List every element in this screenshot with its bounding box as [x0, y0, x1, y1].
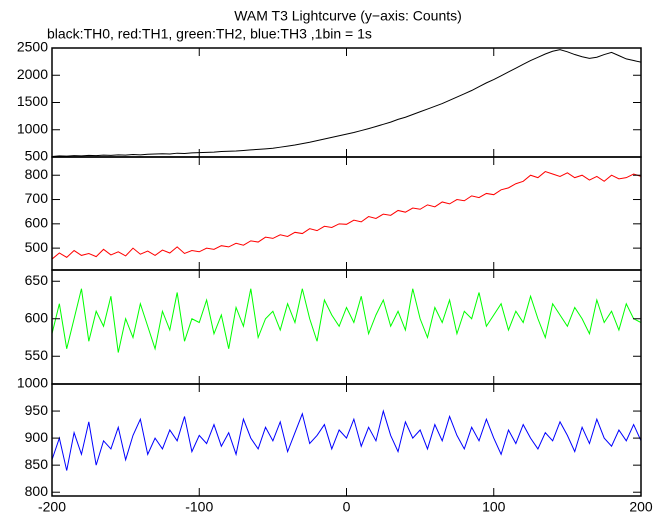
- y-tick-label: 550: [25, 347, 49, 363]
- y-tick-label: 1000: [17, 375, 48, 391]
- y-tick-label: 1000: [17, 120, 48, 136]
- chart-title: WAM T3 Lightcurve (y−axis: Counts): [234, 8, 462, 24]
- x-tick-label: -200: [38, 499, 66, 515]
- y-tick-label: 850: [25, 456, 49, 472]
- x-tick-label: 0: [343, 499, 351, 515]
- panel-frame: [51, 47, 642, 158]
- y-tick-label: 500: [25, 239, 49, 255]
- chart-subtitle: black:TH0, red:TH1, green:TH2, blue:TH3 …: [47, 26, 372, 42]
- y-tick-label: 700: [25, 190, 49, 206]
- y-tick-label: 600: [25, 309, 49, 325]
- y-tick-label: 950: [25, 402, 49, 418]
- y-tick-label: 1500: [17, 93, 48, 109]
- panel-frame: [51, 383, 642, 497]
- series-line: [52, 49, 641, 157]
- x-tick-label: 100: [482, 499, 506, 515]
- y-tick-label: 2000: [17, 66, 48, 82]
- y-tick-label: 600: [25, 215, 49, 231]
- y-tick-label: 800: [25, 483, 49, 499]
- x-tick-label: -100: [185, 499, 213, 515]
- y-tick-label: 500: [25, 148, 49, 164]
- panel-frame: [51, 269, 642, 385]
- series-line: [52, 171, 641, 260]
- y-tick-label: 2500: [17, 39, 48, 55]
- series-line: [52, 288, 641, 353]
- y-tick-label: 900: [25, 429, 49, 445]
- y-tick-label: 650: [25, 272, 49, 288]
- y-tick-label: 800: [25, 166, 49, 182]
- series-line: [52, 409, 641, 471]
- x-tick-label: 200: [629, 499, 653, 515]
